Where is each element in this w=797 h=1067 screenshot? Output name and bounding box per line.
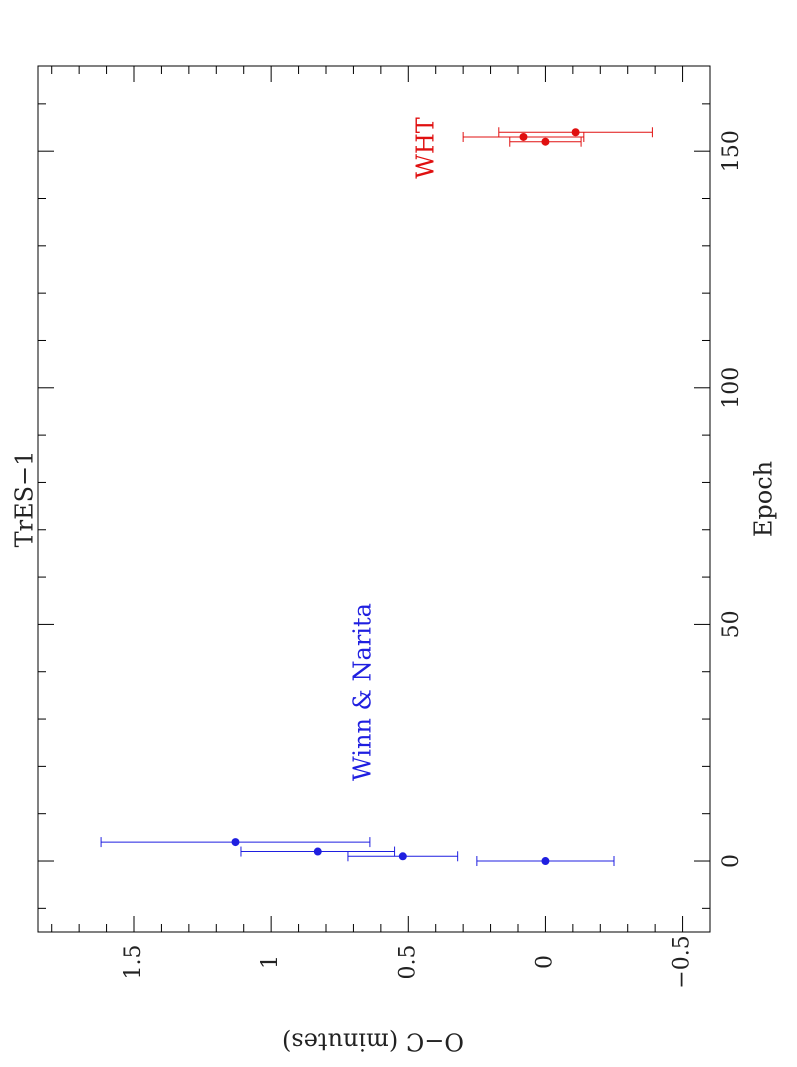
series-layer xyxy=(100,127,653,867)
series-label: Winn & Narita xyxy=(349,603,377,781)
series-label: WHT xyxy=(412,117,440,179)
y-axis-title: O−C (minutes) xyxy=(282,1028,464,1056)
oc-tick-label: 0.5 xyxy=(395,945,420,980)
data-point xyxy=(231,838,240,847)
x-axis-title: Epoch xyxy=(750,461,778,537)
oc-tick-label: 0 xyxy=(532,955,557,969)
data-point xyxy=(398,852,407,861)
epoch-tick-label: 50 xyxy=(719,610,744,638)
series xyxy=(462,127,653,147)
data-point xyxy=(571,128,580,137)
data-point xyxy=(313,847,322,856)
chart-title: TrES−1 xyxy=(11,451,39,548)
oc-tick-label: 1.5 xyxy=(121,945,146,980)
epoch-tick-label: 100 xyxy=(719,367,744,409)
oc-tick-label: 1 xyxy=(258,955,283,969)
series xyxy=(100,837,615,867)
epoch-tick-label: 0 xyxy=(719,854,744,868)
ticks xyxy=(38,66,710,932)
data-point xyxy=(541,137,550,146)
oc-tick-label: −0.5 xyxy=(670,935,695,988)
epoch-tick-label: 150 xyxy=(719,130,744,172)
data-point xyxy=(541,857,550,866)
data-point xyxy=(519,132,528,141)
series-labels: Winn & Narita WHT xyxy=(349,117,440,781)
tick-labels: 0 50 100 150 −0.5 0 0.5 1 1.5 xyxy=(121,130,744,989)
plot-frame xyxy=(37,65,711,933)
